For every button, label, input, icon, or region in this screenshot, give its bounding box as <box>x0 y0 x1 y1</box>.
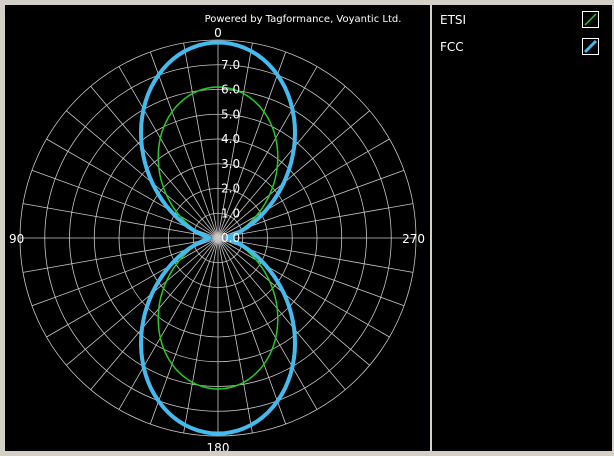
r-tick-label: 3.0 <box>221 157 240 171</box>
credit-text: Powered by Tagformance, Voyantic Ltd. <box>205 14 402 25</box>
grid-spoke <box>217 86 346 239</box>
r-tick-label: 2.0 <box>221 182 240 196</box>
r-tick-label: 1.0 <box>221 206 240 220</box>
legend-swatch-fcc-line <box>583 39 598 54</box>
grid-spoke <box>217 237 253 434</box>
grid-spoke <box>46 138 219 239</box>
angle-label: 180 <box>207 441 230 451</box>
grid-spoke <box>217 237 414 273</box>
grid-spoke <box>217 51 287 239</box>
grid-spoke <box>217 203 414 239</box>
grid-spoke <box>90 86 219 239</box>
grid-spoke <box>217 237 370 366</box>
angle-label: 270 <box>402 232 425 246</box>
grid-spoke <box>217 138 390 239</box>
legend-item-etsi[interactable]: ETSI <box>432 9 607 35</box>
grid-spoke <box>217 237 346 390</box>
grid-spoke <box>217 237 390 338</box>
r-tick-label: 4.0 <box>221 132 240 146</box>
grid-spoke <box>217 237 318 410</box>
legend-panel: ETSI FCC <box>432 5 612 451</box>
r-tick-label: 7.0 <box>221 58 240 72</box>
grid-spoke <box>46 237 219 338</box>
legend-swatch-etsi <box>582 11 599 28</box>
grid-spoke <box>183 42 219 239</box>
grid-spoke <box>22 203 219 239</box>
legend-label-fcc: FCC <box>440 40 464 54</box>
angle-label: 0 <box>214 26 222 40</box>
grid-spoke <box>90 237 219 390</box>
grid-spoke <box>149 237 219 425</box>
grid-spoke <box>183 237 219 434</box>
r-tick-label: 6.0 <box>221 83 240 97</box>
grid-spoke <box>22 237 219 273</box>
grid-spoke <box>118 237 219 410</box>
series-line-etsi <box>157 86 279 390</box>
angle-label: 90 <box>9 232 24 246</box>
series-line-fcc <box>139 40 297 436</box>
grid-spoke <box>217 237 287 425</box>
grid-spoke <box>66 110 219 239</box>
grid-spoke <box>118 66 219 239</box>
legend-label-etsi: ETSI <box>440 13 467 27</box>
polar-chart: 0.0 1.0 2.0 3.0 4.0 5.0 6.0 7.0 0 90 180 270 Powered… <box>9 14 425 451</box>
r-tick-label: 0.0 <box>221 231 240 245</box>
grid-spoke <box>217 110 370 239</box>
grid-spoke <box>217 42 253 239</box>
polar-plot-panel: 0.0 1.0 2.0 3.0 4.0 5.0 6.0 7.0 0 90 180 270 Powered… <box>5 5 430 451</box>
grid-spoke <box>217 66 318 239</box>
r-tick-label: 5.0 <box>221 107 240 121</box>
legend-swatch-fcc <box>582 38 599 55</box>
grid-spoke <box>66 237 219 366</box>
legend-item-fcc[interactable]: FCC <box>432 36 607 62</box>
legend-swatch-etsi-line <box>584 13 597 26</box>
grid-spoke <box>149 51 219 239</box>
